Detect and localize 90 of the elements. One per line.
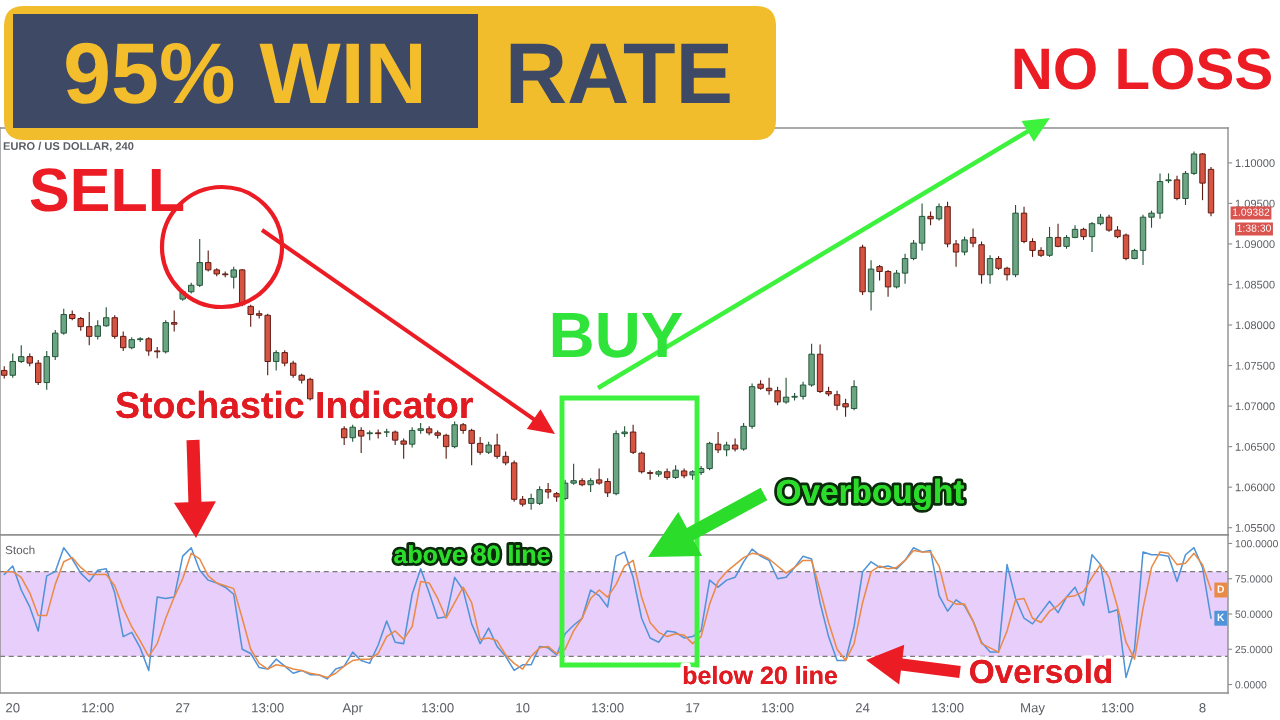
candlestick [714,431,722,454]
candlestick [357,426,365,454]
y-tick-label: 1.08500 [1235,280,1275,289]
x-tick-label: 24 [855,703,870,713]
candlestick [544,482,552,500]
x-tick-label: Apr [342,703,363,716]
candlestick [1046,226,1053,258]
y-tick-label: 1.09000 [1235,240,1275,249]
candlestick [952,239,960,268]
x-tick-label: 13:00 [252,703,284,713]
candlestick [910,239,917,261]
x-tick-label: 13:00 [932,703,964,713]
candlestick [774,386,781,406]
text: 95% WIN [66,42,422,104]
candlestick [986,254,994,285]
x-tick-label: 8 [1199,703,1206,713]
candlestick [103,306,110,328]
y-tick-label: 50.0000 [1235,610,1273,618]
x-tick-label: 17 [686,703,700,713]
x-tick-label: 13:00 [592,703,624,713]
candlestick [629,424,637,455]
candlestick [740,422,747,452]
annotation: BUY [552,313,683,358]
text: Stoch [5,545,35,555]
annotation: above 80 line [394,544,550,564]
annotation: SELL [30,168,184,212]
candlestick [230,266,237,290]
candlestick [86,311,93,346]
text: 1:38:30 [1237,224,1271,232]
candlestick [782,377,790,405]
y-tick-label: 75.0000 [1235,575,1273,583]
y-tick-label: 100.0000 [1235,539,1278,548]
candlestick [111,314,118,340]
candlestick [451,420,458,449]
candlestick [35,359,42,386]
x-tick-label: 12:00 [82,703,114,713]
candlestick [145,336,152,357]
y-tick-label: 1.10000 [1235,159,1275,167]
candlestick [1122,232,1130,261]
x-tick-label: May [1021,703,1045,716]
candlestick [1088,221,1096,253]
series-label: K [1217,613,1225,621]
candlestick [884,269,892,298]
y-tick-label: 1.05500 [1235,523,1275,532]
y-tick-label: 1.09500 [1235,199,1275,208]
candlestick [272,349,280,371]
candlestick [306,377,314,401]
candlestick [171,309,178,333]
y-tick-label: 1.06500 [1235,442,1275,451]
y-tick-label: 1.07500 [1235,361,1275,370]
annotation: Overbought [776,478,965,511]
candlestick [901,253,909,285]
candlestick [646,469,654,481]
series-label: D [1217,585,1225,593]
candlestick [442,433,450,460]
y-tick-label: 1.08000 [1235,321,1275,330]
x-tick-label: 20 [6,703,20,713]
candlestick [595,467,603,486]
x-tick-label: 13:00 [1102,703,1134,713]
annotation: Stochastic Indicator [116,390,473,419]
annotation: 1.09382 [1232,208,1270,216]
candlestick [867,259,875,311]
candlestick [247,304,254,328]
annotation: below 20 line [683,665,837,685]
candlestick [604,477,611,498]
candlestick [850,379,858,411]
candlestick [961,236,968,256]
candlestick [1190,150,1198,176]
candlestick [638,450,645,474]
x-tick-label: 13:00 [762,703,794,713]
candlestick [1029,237,1036,258]
y-tick-label: 1.06000 [1235,483,1275,492]
candlestick [969,227,977,248]
x-tick-label: 27 [176,703,190,713]
candlestick [120,330,127,352]
candlestick [340,425,348,446]
x-tick-label: 13:00 [422,703,454,713]
candlestick [833,390,841,411]
text: RATE [510,43,730,103]
candlestick [9,352,16,379]
candlestick [893,269,900,290]
y-tick-label: 0.0000 [1235,681,1267,689]
text: EURO / US DOLLAR, 240 [3,141,134,152]
y-tick-label: 25.0000 [1235,645,1273,654]
x-tick-label: 10 [516,703,530,713]
candlestick [94,319,101,341]
annotation: Oversold [970,658,1112,684]
candlestick [1173,175,1181,201]
y-tick-label: 1.07000 [1235,402,1275,411]
text: NO LOSS [1014,48,1271,90]
